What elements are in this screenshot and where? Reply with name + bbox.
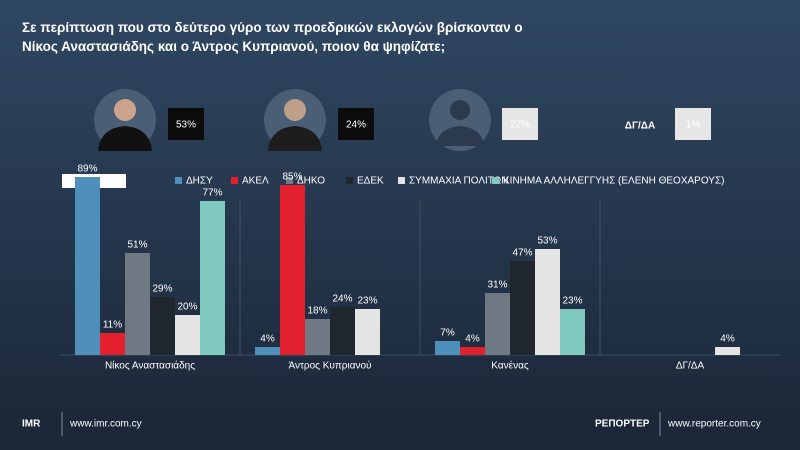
value-label: 4% [260, 334, 275, 345]
bar [175, 315, 200, 355]
value-label: 7% [440, 328, 455, 339]
value-label: 23% [562, 296, 582, 307]
bar [355, 309, 380, 355]
bar [280, 185, 305, 355]
legend-label: ΔΗΚΟ [297, 176, 325, 187]
summary-box [675, 108, 711, 140]
value-label: 29% [152, 284, 172, 295]
summary-box [168, 108, 204, 140]
bar [330, 307, 355, 355]
value-label: 23% [357, 296, 377, 307]
bar [200, 201, 225, 355]
value-label: 4% [465, 334, 480, 345]
bar [100, 333, 125, 355]
summary-value: 22% [510, 120, 530, 131]
bar [125, 253, 150, 355]
bar [460, 347, 485, 355]
bar [715, 347, 740, 355]
bar [435, 341, 460, 355]
summary-box [502, 108, 538, 140]
summary-value: 1% [686, 120, 701, 131]
url: www.imr.com.cy [69, 419, 142, 430]
legend-swatch [231, 177, 238, 184]
x-tick-label: Νίκος Αναστασιάδης [105, 360, 195, 372]
value-label: 31% [487, 280, 507, 291]
x-tick-label: ΔΓ/ΔΑ [676, 361, 705, 372]
legend-swatch [492, 177, 499, 184]
logo: IMR [22, 419, 41, 430]
summary-value: 53% [176, 120, 196, 131]
bar [305, 319, 330, 355]
value-label: 85% [282, 172, 302, 183]
bar [150, 297, 175, 355]
value-label: 47% [512, 248, 532, 259]
bar [75, 177, 100, 355]
legend-swatch [346, 177, 353, 184]
bar [485, 293, 510, 355]
summary-value: 24% [346, 120, 366, 131]
value-label: 51% [127, 240, 147, 251]
value-label: 24% [332, 294, 352, 305]
value-label: 18% [307, 306, 327, 317]
value-label: 53% [537, 236, 557, 247]
value-label: 20% [177, 302, 197, 313]
bar [535, 249, 560, 355]
summary-label: ΔΓ/ΔΑ [625, 121, 655, 132]
value-label: 89% [77, 164, 97, 175]
title: Σε περίπτωση που στο δεύτερο γύρο των πρ… [22, 20, 523, 54]
legend-label: ΔΗΣΥ [186, 176, 213, 187]
legend-label: ΣΥΜΜΑΧΙΑ ΠΟΛΙΤΩΝ [409, 176, 508, 187]
x-tick-label: Κανένας [491, 360, 529, 372]
bar [560, 309, 585, 355]
summary-box [338, 108, 374, 140]
bar [510, 261, 535, 355]
x-tick-label: Άντρος Κυπριανού [288, 360, 371, 372]
url: www.reporter.com.cy [667, 419, 761, 430]
legend-label: ΚΙΝΗΜΑ ΑΛΛΗΛΕΓΓΥΗΣ (ΕΛΕΝΗ ΘΕΟΧΑΡΟΥΣ) [503, 176, 724, 187]
logo: ΡΕΠΟΡΤΕΡ [595, 419, 650, 430]
portraits [94, 89, 491, 151]
value-label: 11% [103, 320, 122, 331]
legend-label: ΕΔΕΚ [357, 176, 384, 187]
bar [255, 347, 280, 355]
value-label: 4% [720, 334, 735, 345]
legend-label: ΑΚΕΛ [242, 176, 269, 187]
legend-swatch [175, 177, 182, 184]
value-label: 77% [202, 188, 222, 199]
legend-swatch [398, 177, 405, 184]
legend-swatch [286, 177, 293, 184]
